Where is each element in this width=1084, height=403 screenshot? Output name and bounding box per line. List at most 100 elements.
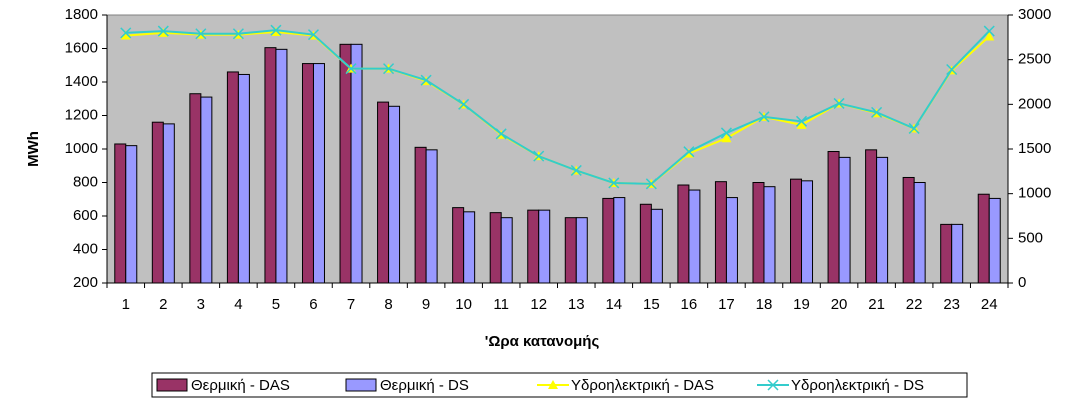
bar [226,71,239,284]
y-tick-label: 800 [73,173,98,190]
bar [940,223,953,284]
bar [575,217,588,284]
bar [564,217,577,284]
point [570,164,582,176]
bar [613,197,626,284]
bar [913,182,926,284]
bar [725,197,738,284]
bar [500,217,513,284]
point [232,28,244,40]
y-tick-label: 1800 [65,6,98,23]
point [645,178,657,190]
bar [425,149,438,284]
x-tick-label: 20 [831,296,848,313]
x-tick-label: 22 [906,296,923,313]
x-tick-label: 1 [122,296,130,313]
bar [114,143,127,284]
bar [602,197,615,284]
x-tick-label: 23 [943,296,960,313]
point [120,27,132,39]
point [683,146,695,158]
bar [264,47,277,284]
y-tick-label: 1400 [65,73,98,90]
legend-marker [767,379,779,391]
x-tick-label: 7 [347,296,355,313]
bar [876,156,889,284]
bar [790,178,803,284]
point [383,63,395,75]
point [307,29,320,41]
point [345,63,357,75]
point [721,133,732,143]
point [833,97,845,109]
bar [977,193,990,284]
bar [865,149,878,284]
point [946,63,958,76]
x-axis-label: 'Ωρα κατανομής [485,333,600,350]
x-tick-label: 5 [272,296,280,313]
x-tick-label: 19 [793,296,810,313]
bar [162,123,175,284]
y-tick-label: 600 [73,207,98,224]
y-tick-label: 1000 [65,140,98,157]
bar [377,101,390,284]
bar [527,209,540,284]
point [420,74,432,86]
bar [189,93,202,284]
bar [988,197,1001,284]
legend-label: Θερμική - DS [380,377,469,394]
bar [350,43,363,284]
bar [151,121,164,284]
bar [752,182,765,284]
y-tick-label: 1600 [65,39,98,56]
x-tick-label: 12 [530,296,547,313]
bar [639,203,652,284]
x-tick-label: 16 [681,296,698,313]
y2-tick-label: 0 [1018,274,1026,291]
point [270,24,282,36]
bar [339,43,352,284]
y-axis-label: MWh [25,131,42,167]
y2-tick-label: 1000 [1018,185,1051,202]
y2-tick-label: 500 [1018,229,1043,246]
bar [763,186,776,284]
point [871,106,883,118]
x-tick-label: 9 [422,296,430,313]
y-tick-label: 200 [73,274,98,291]
x-tick-label: 14 [605,296,622,313]
point [720,127,732,139]
point [157,25,169,37]
bar [312,63,325,284]
bar [951,223,964,284]
legend-swatch [345,378,377,392]
point [758,111,770,123]
point [795,115,808,127]
bar [452,207,465,284]
point [195,28,207,40]
bar [688,189,701,284]
point [608,177,620,189]
bar [200,96,213,284]
bar [902,176,915,284]
y2-tick-label: 1500 [1018,140,1051,157]
point [908,122,920,134]
plot-area [106,14,1009,284]
point [983,25,995,37]
legend-label: Υδροηλεκτρική - DAS [571,377,714,394]
y2-tick-label: 3000 [1018,6,1051,23]
bar [801,180,814,284]
x-tick-label: 18 [756,296,773,313]
bar [489,212,502,284]
bar [237,73,250,284]
bar [677,184,690,284]
legend-marker [548,380,558,389]
bar [827,151,840,284]
x-tick-label: 8 [384,296,392,313]
point [984,31,995,41]
x-tick-label: 17 [718,296,735,313]
bar [301,63,314,284]
x-tick-label: 13 [568,296,585,313]
x-tick-label: 2 [159,296,167,313]
legend-label: Θερμική - DAS [191,377,290,394]
